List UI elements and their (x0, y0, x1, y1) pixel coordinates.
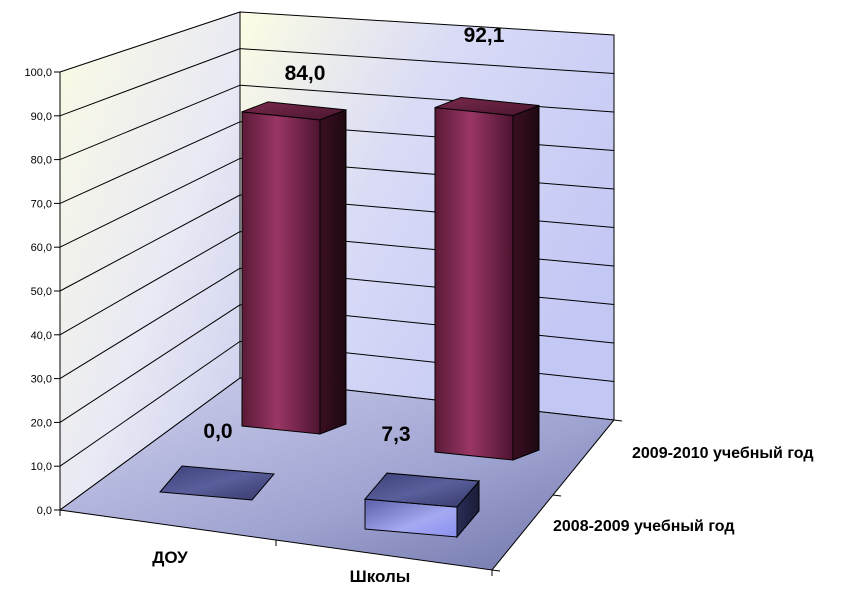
bar-front-face (434, 106, 514, 461)
y-tick-label: 90,0 (31, 111, 52, 123)
gridline-left (59, 231, 241, 336)
bar-side-face (319, 109, 347, 435)
data-label: 7,3 (381, 423, 410, 446)
y-tick-label: 0,0 (37, 505, 52, 517)
y-tick-label: 70,0 (31, 198, 52, 210)
y-axis: 0,0 10,0 20,0 30,0 40,0 50,0 60,0 70,0 80,0 90,0 1… (24, 67, 60, 517)
y-tick-label: 20,0 (31, 417, 52, 429)
series-label: 2009-2010 учебный год (632, 445, 814, 462)
gridline-left (59, 121, 241, 204)
depth-axis: 2008-2009 учебный год 2009-2010 учебный г… (491, 419, 814, 572)
gridline-left (59, 157, 241, 248)
gridline-left (59, 194, 241, 292)
y-tick-label: 100,0 (24, 67, 52, 79)
depth-tick-mark (613, 419, 623, 422)
gridline-back (239, 48, 615, 74)
gridline-left (59, 304, 241, 423)
bar-top-face (363, 472, 481, 508)
gridline-left (59, 48, 241, 117)
bar-side-face (512, 104, 540, 461)
depth-tick-mark (491, 569, 501, 572)
bar (241, 101, 347, 435)
y-tick-label: 50,0 (31, 286, 52, 298)
x-axis: ДОУ Школы (59, 510, 493, 586)
gridline-left (59, 340, 241, 467)
gridline-left (59, 84, 241, 161)
depth-tick-mark (552, 494, 562, 497)
series-label: 2008-2009 учебный год (553, 518, 735, 535)
x-category-label: Школы (350, 567, 411, 586)
gridline-back (239, 84, 615, 113)
bar (434, 97, 540, 461)
y-tick-label: 40,0 (31, 330, 52, 342)
bar-top-face (241, 101, 347, 121)
bar (363, 472, 481, 539)
bar (158, 465, 276, 501)
bars (158, 97, 540, 539)
y-tick-label: 10,0 (31, 461, 52, 473)
bar-top-face (158, 465, 276, 501)
data-label: 84,0 (285, 62, 326, 85)
gridline-left (59, 267, 241, 380)
data-labels: 84,0 92,1 0,0 7,3 (203, 24, 504, 446)
y-tick-label: 80,0 (31, 155, 52, 167)
x-category-label: ДОУ (152, 548, 188, 567)
bar-front-face (241, 111, 321, 435)
bar-top-face (434, 97, 540, 117)
data-label: 0,0 (203, 420, 232, 443)
y-tick-label: 30,0 (31, 374, 52, 386)
y-tick-label: 60,0 (31, 242, 52, 254)
data-label: 92,1 (464, 24, 505, 47)
